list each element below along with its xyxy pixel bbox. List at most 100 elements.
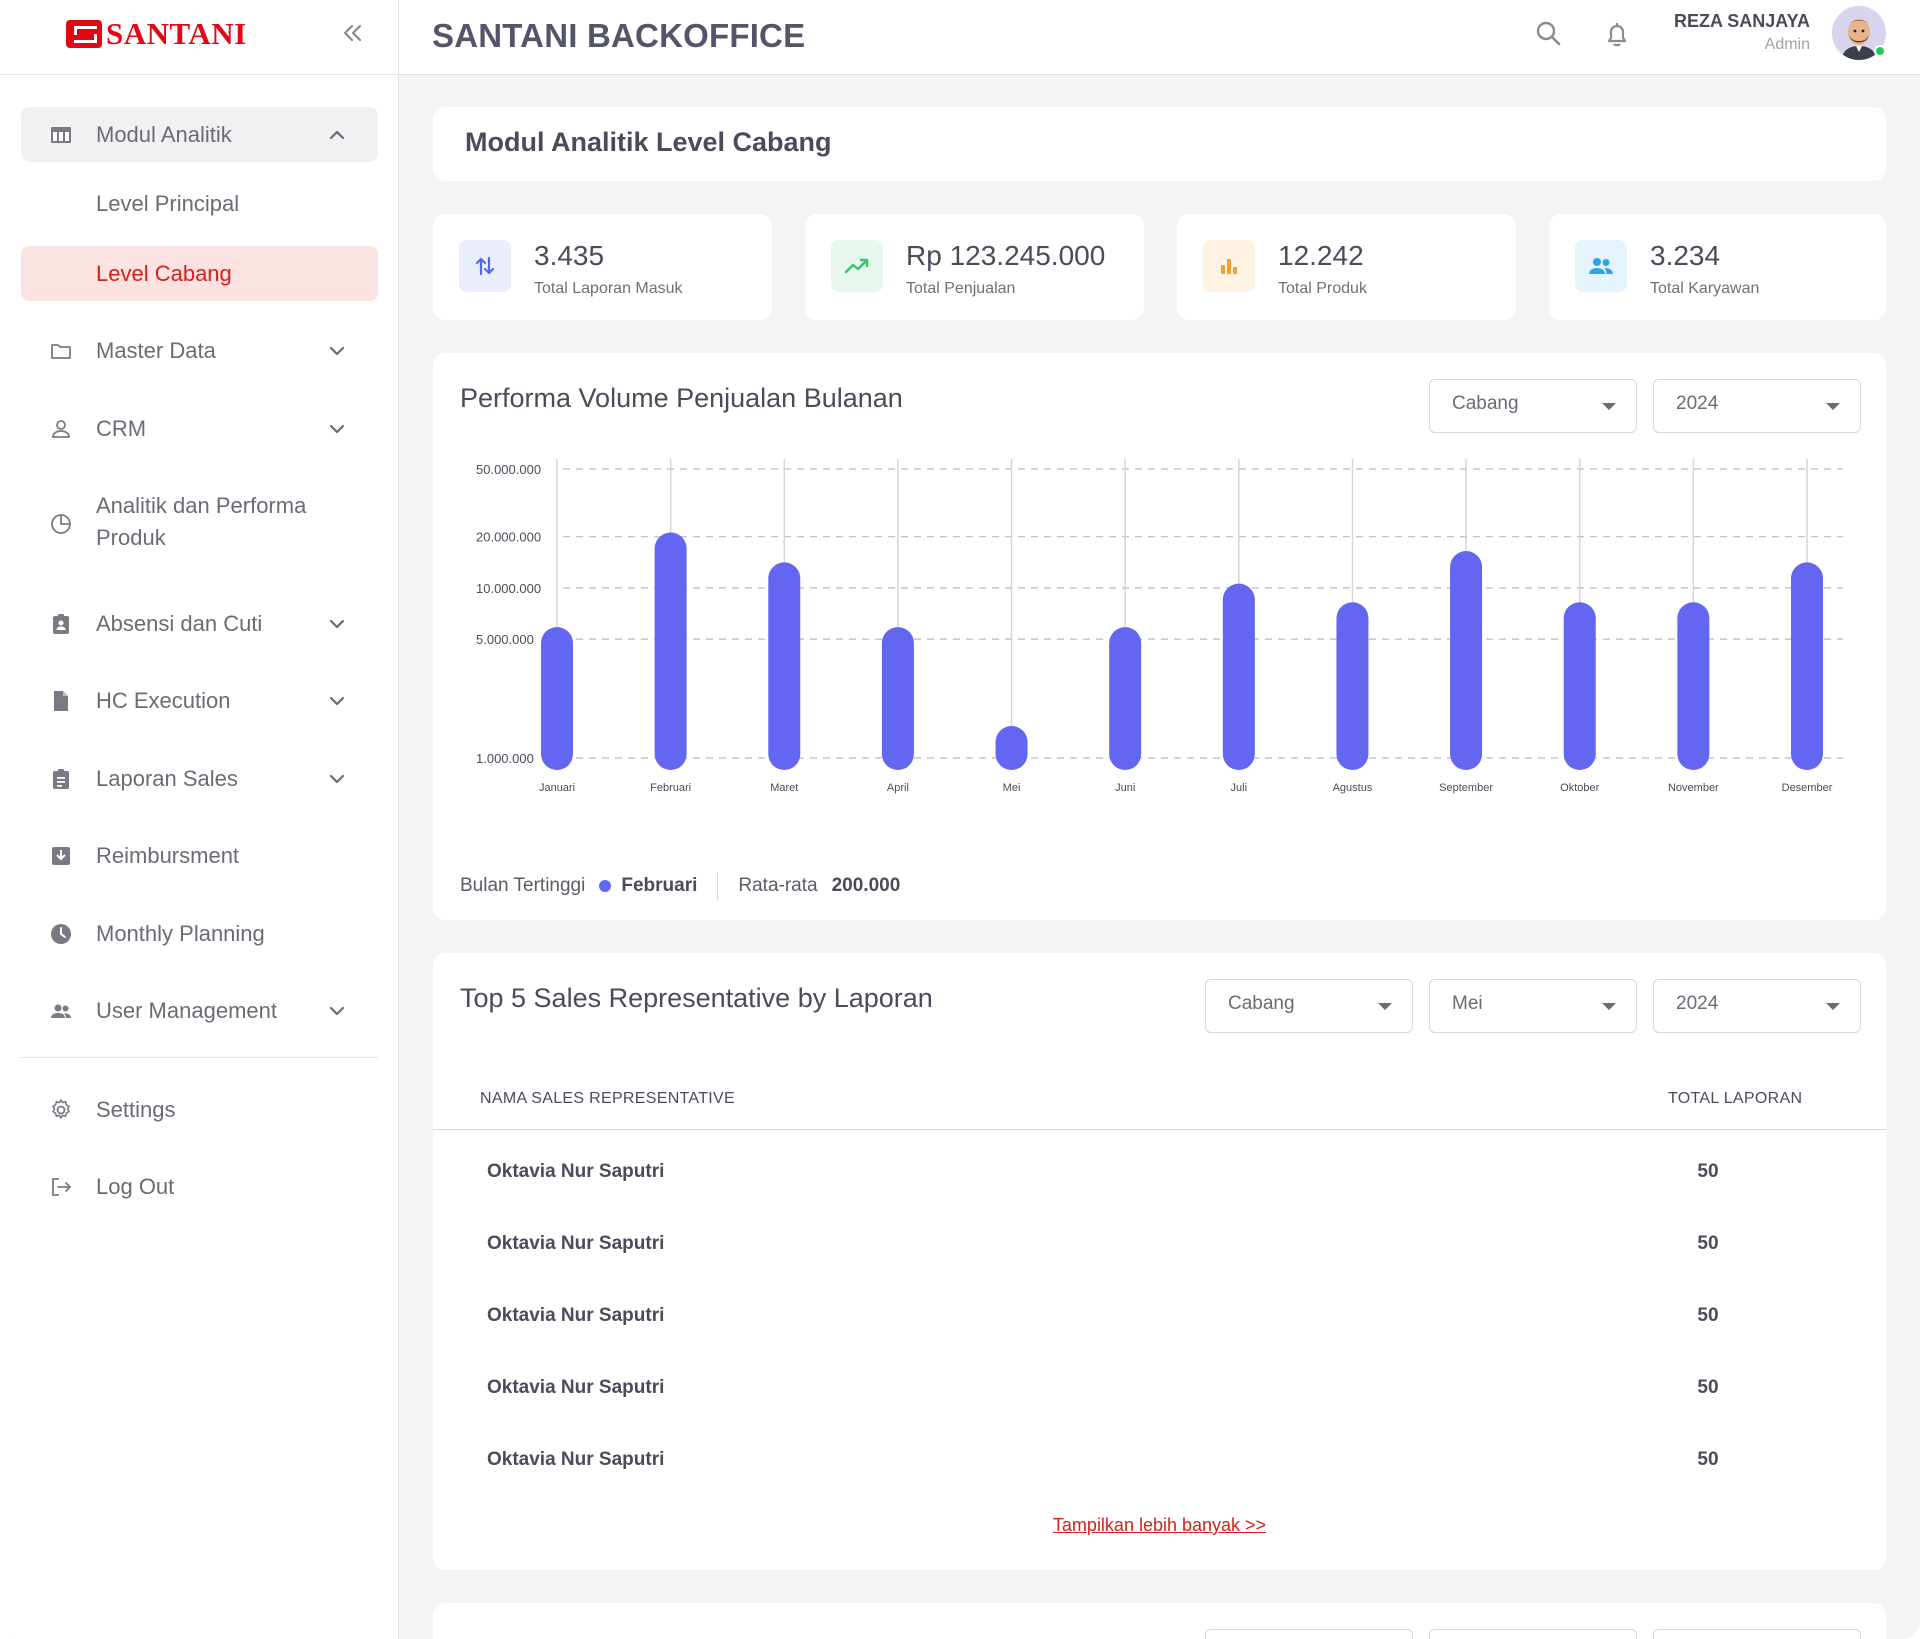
y-tick-label: 5.000.000 (476, 632, 534, 647)
branch-select-value: Cabang (1228, 993, 1295, 1014)
clock-icon (49, 922, 73, 946)
bar-desember[interactable] (1791, 562, 1823, 770)
branch-select[interactable]: Cabang (1429, 379, 1637, 433)
sidebar-item-label: Log Out (96, 1173, 175, 1199)
top-header: SANTANI BACKOFFICE REZA SANJAYA Admin (399, 0, 1920, 75)
sidebar-item-level-principal[interactable]: Level Principal (21, 176, 378, 231)
sidebar-item-label-line1: Analitik dan Performa (96, 493, 307, 518)
sidebar-item-crm[interactable]: CRM (21, 401, 378, 456)
bar-november[interactable] (1677, 602, 1710, 770)
year-select[interactable]: 2024 (1653, 379, 1861, 433)
sidebar-item-analitik-performa-produk[interactable]: Analitik dan Performa Produk (21, 484, 378, 564)
table-row-total: 50 (1697, 1449, 1719, 1470)
x-tick-label: Oktober (1560, 782, 1599, 794)
bell-icon (1607, 23, 1627, 47)
average-value: 200.000 (831, 875, 901, 896)
bar-januari[interactable] (541, 627, 573, 770)
bar-februari[interactable] (654, 532, 687, 770)
month-select[interactable]: Mei (1429, 979, 1637, 1033)
x-tick-label: Mei (1003, 782, 1021, 794)
sidebar-item-label: Laporan Sales (96, 765, 238, 791)
sidebar: SANTANI Modul Analitik Lev (0, 0, 399, 1639)
top-sales-card: Top 5 Sales Representative by Laporan Ca… (433, 953, 1886, 1570)
stat-card-penjualan: Rp 123.245.000 Total Penjualan (805, 214, 1144, 320)
y-tick-label: 1.000.000 (476, 751, 534, 766)
show-more-link[interactable]: Tampilkan lebih banyak >> (1052, 1515, 1267, 1535)
sidebar-item-settings[interactable]: Settings (21, 1082, 378, 1137)
branch-select[interactable]: Cabang (1205, 979, 1413, 1033)
sidebar-item-label: Absensi dan Cuti (96, 610, 263, 636)
stat-value: Rp 123.245.000 (906, 240, 1106, 271)
sidebar-item-modul-analitik[interactable]: Modul Analitik (21, 107, 378, 162)
sidebar-item-label: Master Data (96, 337, 216, 363)
table-row-total: 50 (1697, 1377, 1719, 1398)
bar-juni[interactable] (1109, 627, 1142, 770)
bar-september[interactable] (1450, 551, 1483, 770)
month-select[interactable] (1429, 1629, 1637, 1639)
brand-logo-text: SANTANI (106, 16, 247, 51)
year-select-value: 2024 (1676, 993, 1719, 1014)
legend-dot (599, 880, 612, 892)
caret-down-icon (1378, 1003, 1392, 1010)
sidebar-item-user-management[interactable]: User Management (21, 983, 378, 1038)
chart-summary: Bulan Tertinggi Februari Rata-rata 200.0… (460, 872, 900, 900)
x-tick-label: September (1439, 782, 1493, 794)
table-icon (49, 123, 73, 147)
users-icon (1575, 240, 1627, 292)
bar-mei[interactable] (995, 726, 1028, 770)
stat-value: 12.242 (1278, 240, 1364, 271)
logout-icon (49, 1175, 73, 1199)
next-section-card (433, 1603, 1886, 1639)
year-select[interactable] (1653, 1629, 1861, 1639)
stat-label: Total Produk (1278, 280, 1367, 297)
brand-logo[interactable]: SANTANI (66, 16, 247, 52)
highest-month-label: Bulan Tertinggi (460, 875, 586, 896)
search-button[interactable] (1532, 17, 1566, 51)
sidebar-item-master-data[interactable]: Master Data (21, 323, 378, 378)
sidebar-item-label: Monthly Planning (96, 920, 265, 946)
sales-bar-chart: 50.000.000 20.000.000 10.000.000 5.000.000 1… (476, 459, 1843, 794)
bar-maret[interactable] (768, 562, 801, 770)
chevron-down-icon (326, 613, 348, 635)
chevron-down-icon (326, 1000, 348, 1022)
bar-juli[interactable] (1222, 583, 1255, 770)
x-tick-label: November (1668, 782, 1719, 794)
sidebar-item-absensi-cuti[interactable]: Absensi dan Cuti (21, 596, 378, 651)
santani-logo-icon (66, 20, 102, 48)
sidebar-item-laporan-sales[interactable]: Laporan Sales (21, 751, 378, 806)
table-row-name: Oktavia Nur Saputri (487, 1377, 665, 1398)
notifications-button[interactable] (1600, 17, 1634, 51)
table-row-total: 50 (1697, 1233, 1719, 1254)
year-select-value: 2024 (1676, 393, 1719, 414)
sidebar-item-label-line2: Produk (96, 525, 166, 550)
year-select[interactable]: 2024 (1653, 979, 1861, 1033)
report-clipboard-icon (49, 767, 73, 791)
bar-april[interactable] (881, 627, 914, 770)
sidebar-item-logout[interactable]: Log Out (21, 1159, 378, 1214)
sidebar-item-hc-execution[interactable]: HC Execution (21, 673, 378, 728)
gear-icon (49, 1098, 73, 1122)
sidebar-item-level-cabang[interactable]: Level Cabang (21, 246, 378, 301)
stat-label: Total Karyawan (1650, 280, 1760, 297)
sidebar-item-label: Level Principal (96, 190, 240, 216)
sidebar-item-monthly-planning[interactable]: Monthly Planning (21, 906, 378, 961)
average-label: Rata-rata (738, 875, 818, 896)
bar-agustus[interactable] (1336, 602, 1369, 770)
month-select-value: Mei (1452, 993, 1483, 1014)
x-tick-label: Juli (1231, 782, 1248, 794)
branch-select[interactable] (1205, 1629, 1413, 1639)
x-tick-label: Januari (539, 782, 575, 794)
sidebar-item-reimbursment[interactable]: Reimbursment (21, 828, 378, 883)
document-icon (49, 689, 73, 713)
app-title: SANTANI BACKOFFICE (432, 17, 806, 54)
trending-up-icon (831, 240, 883, 292)
page-title-card: Modul Analitik Level Cabang (433, 107, 1886, 181)
online-status-dot (1874, 45, 1886, 57)
stat-card-karyawan: 3.234 Total Karyawan (1549, 214, 1886, 320)
collapse-sidebar-button[interactable] (338, 18, 368, 48)
table-row-total: 50 (1697, 1305, 1719, 1326)
y-tick-label: 20.000.000 (476, 530, 541, 545)
users-icon (49, 999, 73, 1023)
reimburse-icon (49, 844, 73, 868)
bar-oktober[interactable] (1563, 602, 1596, 770)
